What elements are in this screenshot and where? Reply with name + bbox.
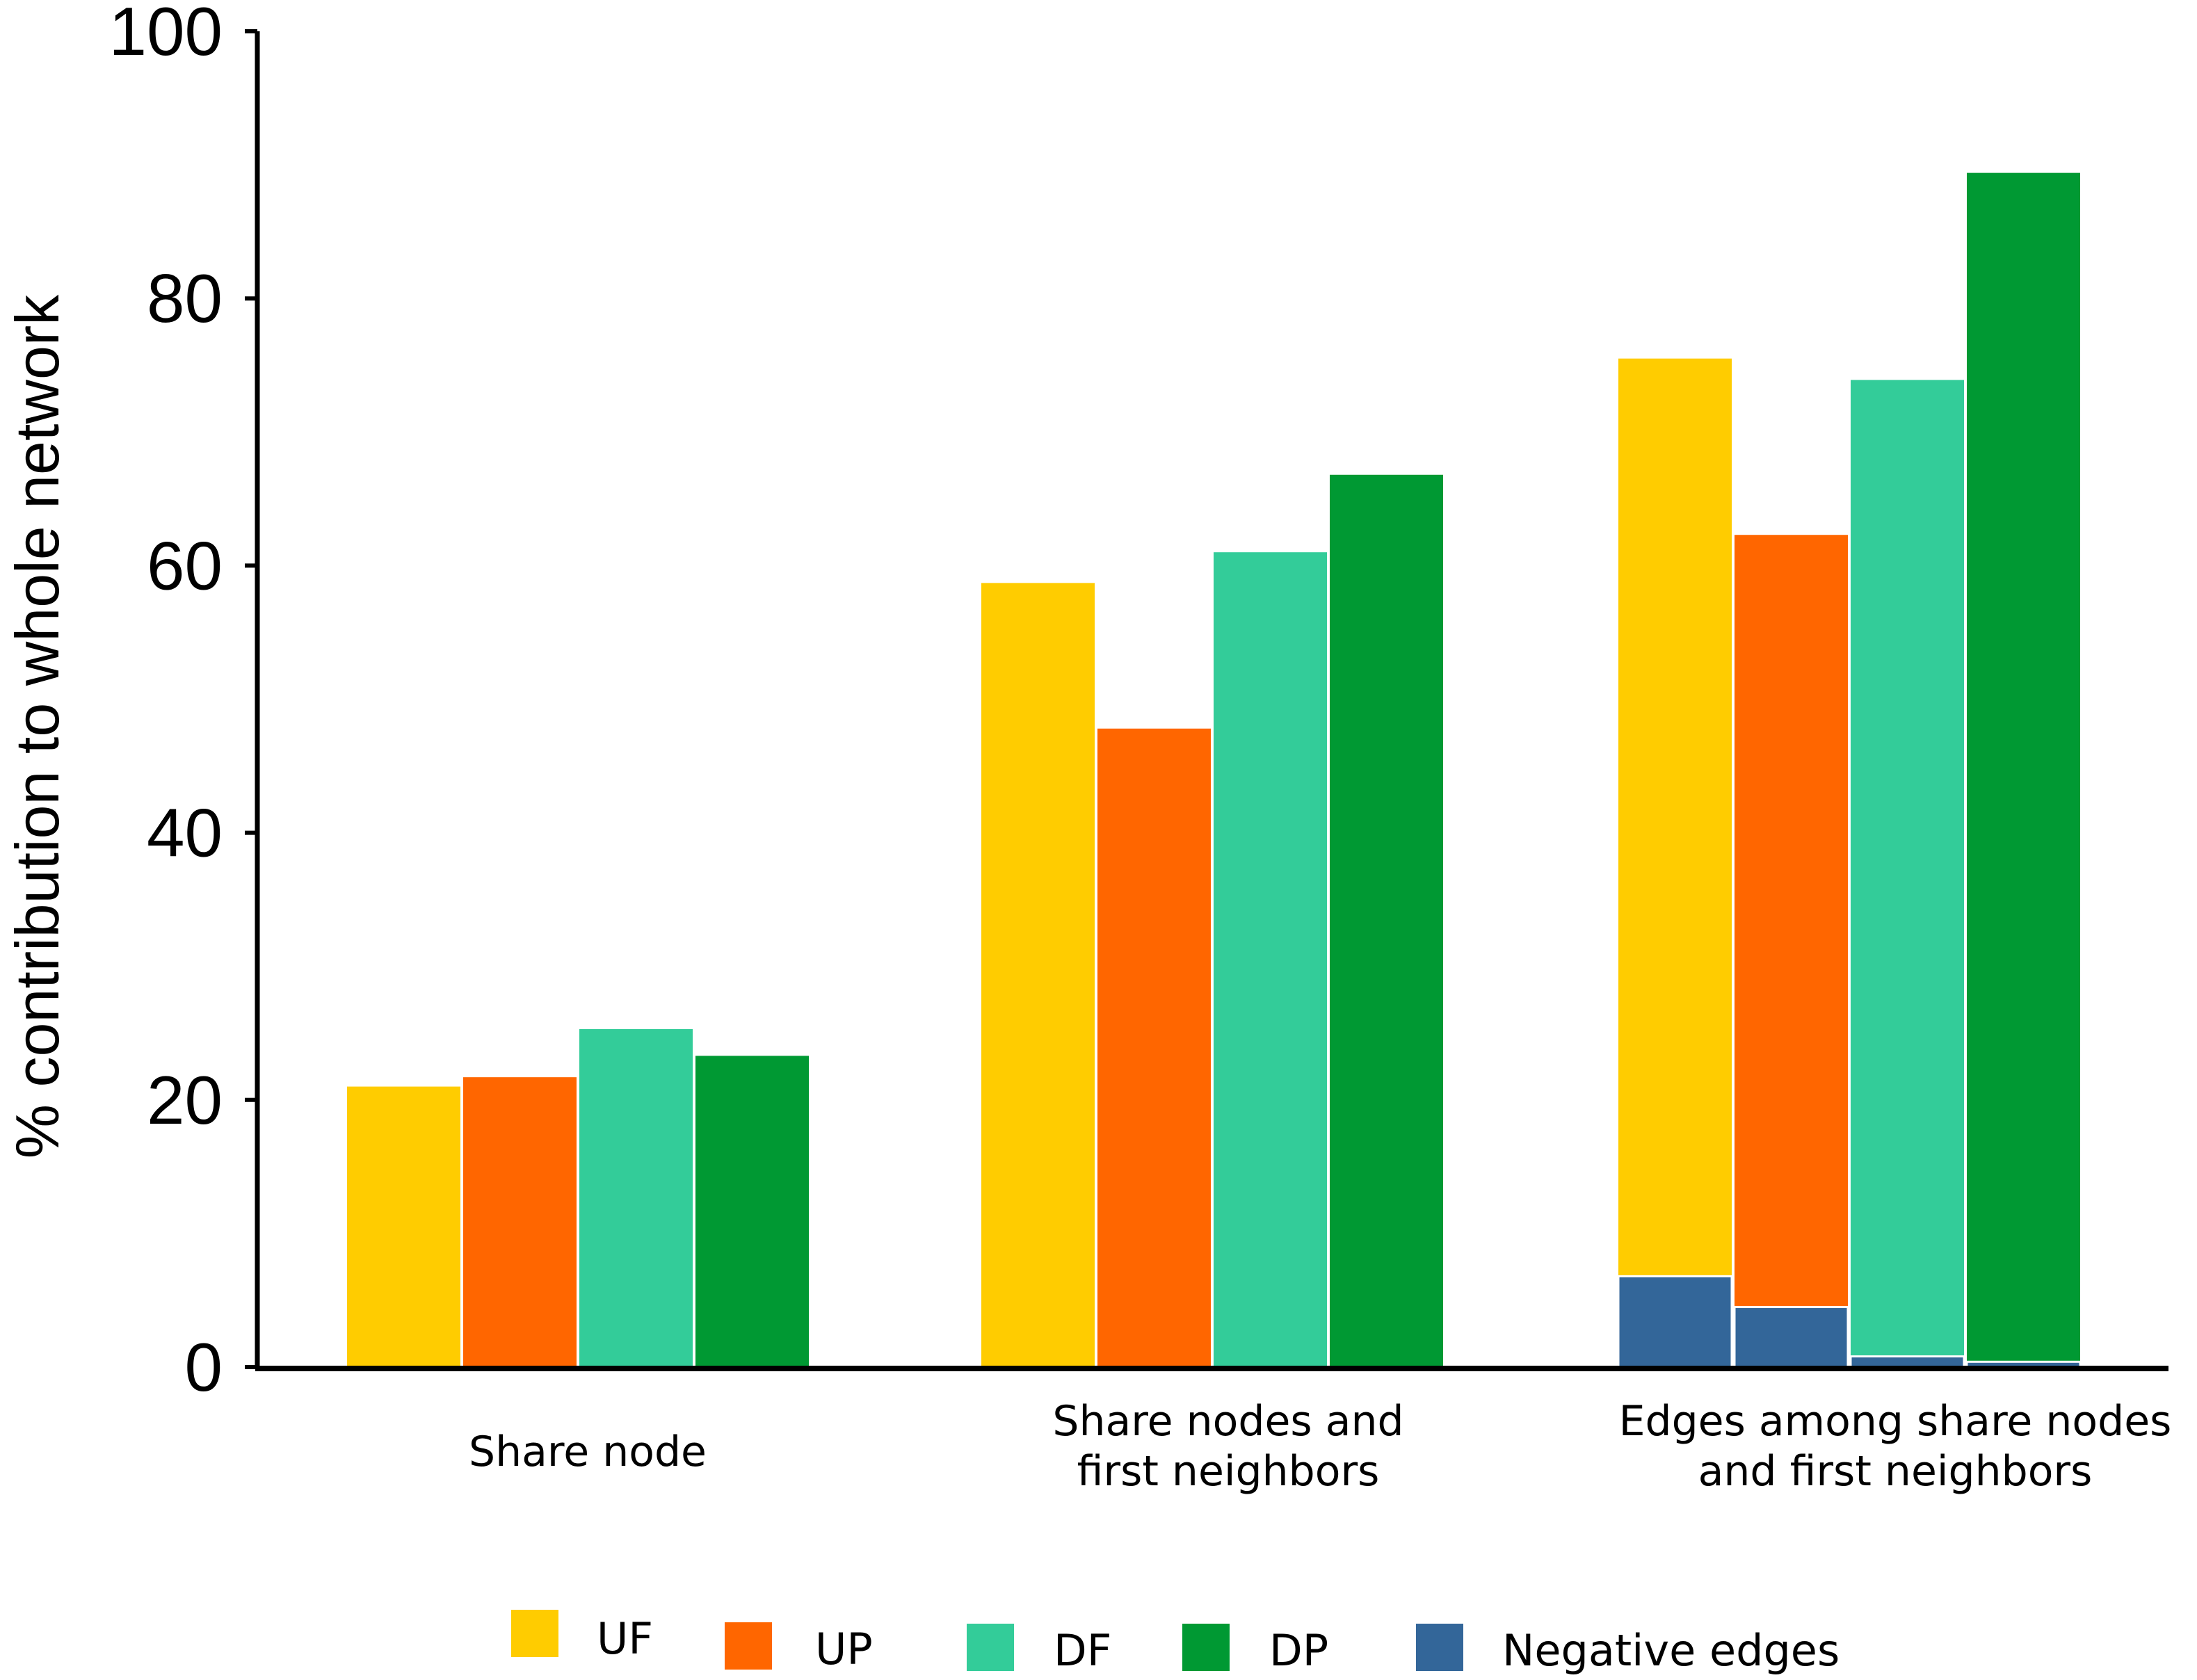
bars-group xyxy=(347,172,2080,1368)
y-tick-label: 80 xyxy=(147,260,223,337)
bar-dp-3 xyxy=(1967,172,2080,1368)
bar-up-3 xyxy=(1735,535,1848,1367)
bar-negative-edges-up xyxy=(1733,1306,1849,1368)
category-label: Share node xyxy=(469,1428,707,1476)
legend-label-up: UP xyxy=(815,1624,873,1674)
legend-swatch-df xyxy=(967,1624,1014,1671)
bar-df-2 xyxy=(1214,552,1327,1368)
negative-edges-group xyxy=(1617,1275,2082,1368)
legend-label-negative-edges: Negative edges xyxy=(1502,1625,1840,1676)
legend-swatch-dp xyxy=(1182,1624,1230,1671)
y-axis-label: % contribution to whole network xyxy=(3,294,72,1158)
legend-label-dp: DP xyxy=(1269,1625,1328,1676)
category-label: Edges among share nodes xyxy=(1619,1397,2172,1446)
y-tick-label: 60 xyxy=(147,527,223,604)
y-tick-label: 100 xyxy=(108,0,223,70)
legend-label-uf: UF xyxy=(597,1613,653,1664)
legend-swatch-up xyxy=(725,1622,772,1670)
y-ticks-group: 0 20 40 60 80 100 xyxy=(108,0,257,1405)
bar-uf-3 xyxy=(1618,358,1732,1367)
bar-negative-edges-uf xyxy=(1617,1275,1733,1368)
bar-up-1 xyxy=(463,1077,577,1367)
legend: UF UP DF DP Negative edges xyxy=(511,1610,1840,1676)
legend-label-df: DF xyxy=(1054,1625,1111,1676)
legend-swatch-uf xyxy=(511,1610,558,1657)
bar-uf-2 xyxy=(981,583,1095,1367)
legend-swatch-negative-edges xyxy=(1416,1624,1463,1671)
bar-df-1 xyxy=(579,1028,693,1367)
category-label: Share nodes and xyxy=(1052,1397,1403,1446)
category-label: and first neighbors xyxy=(1698,1447,2093,1496)
category-label: first neighbors xyxy=(1077,1447,1380,1496)
bar-dp-1 xyxy=(695,1056,809,1367)
bar-negative-edges-df xyxy=(1849,1355,1965,1368)
y-tick-label: 20 xyxy=(147,1062,223,1138)
bar-uf-1 xyxy=(347,1086,460,1367)
y-tick-label: 0 xyxy=(184,1329,223,1405)
bar-df-3 xyxy=(1851,380,1964,1367)
bar-dp-2 xyxy=(1330,474,1443,1367)
y-tick-label: 40 xyxy=(147,795,223,871)
bar-up-2 xyxy=(1097,728,1211,1367)
